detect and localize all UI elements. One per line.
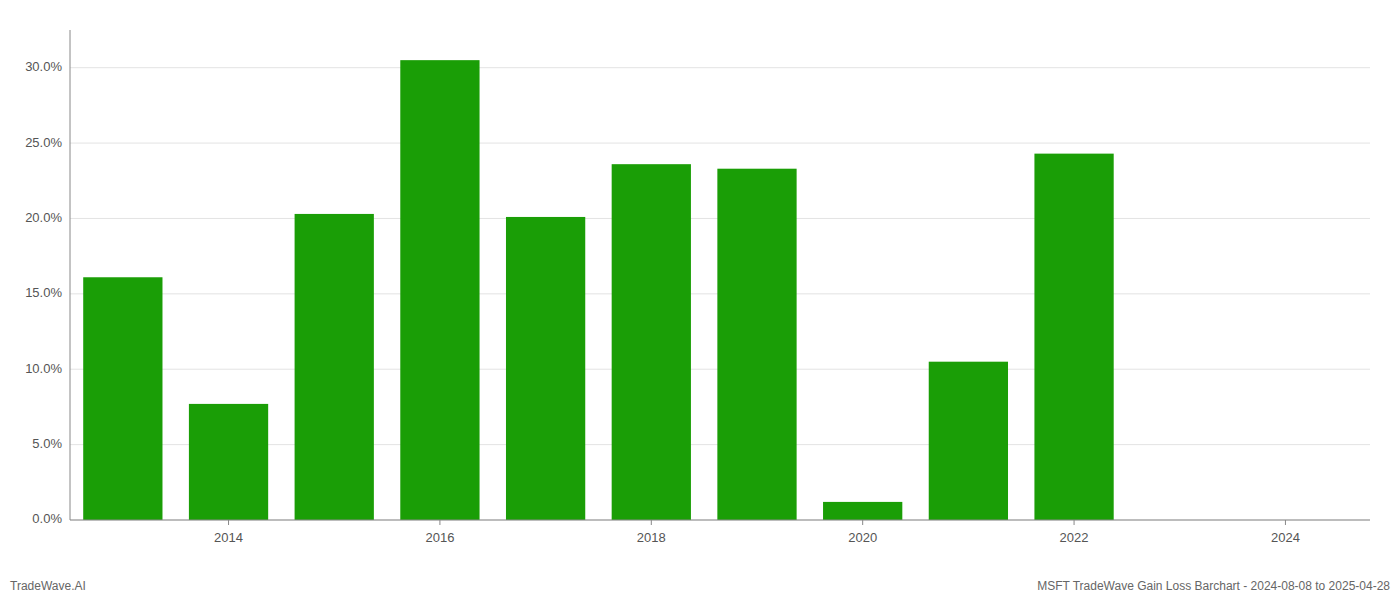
y-tick-label: 5.0% xyxy=(32,436,62,451)
y-tick-labels: 0.0% 5.0% 10.0% 15.0% 20.0% 25.0% 30.0% xyxy=(25,59,62,526)
y-tick-label: 10.0% xyxy=(25,361,62,376)
x-tick-label: 2018 xyxy=(637,530,666,545)
x-tick-mark xyxy=(862,520,863,525)
x-tick-mark xyxy=(439,520,440,525)
bars xyxy=(83,60,1113,520)
bar xyxy=(400,60,479,520)
y-tick-label: 25.0% xyxy=(25,135,62,150)
grid-line xyxy=(70,67,1370,68)
y-tick-label: 15.0% xyxy=(25,285,62,300)
grid-line xyxy=(70,143,1370,144)
chart-container: 0.0%5.0%10.0%15.0%20.0%25.0%30.0%2014201… xyxy=(0,0,1400,600)
y-tick-label: 30.0% xyxy=(25,59,62,74)
x-axis-line xyxy=(70,520,1370,521)
bar xyxy=(506,217,585,520)
footer-left: TradeWave.AI xyxy=(10,579,86,593)
y-tick-label: 20.0% xyxy=(25,210,62,225)
x-tick-label: 2024 xyxy=(1271,530,1300,545)
footer-right: MSFT TradeWave Gain Loss Barchart - 2024… xyxy=(1037,579,1390,593)
y-grid xyxy=(70,68,1370,520)
grid-line xyxy=(70,520,1370,521)
x-tick-mark xyxy=(228,520,229,525)
bar xyxy=(717,169,796,520)
y-axis-line xyxy=(70,30,71,520)
bar xyxy=(1034,154,1113,520)
bar xyxy=(929,362,1008,520)
bar xyxy=(295,214,374,520)
bar xyxy=(189,404,268,520)
x-tick-label: 2020 xyxy=(848,530,877,545)
y-tick-label: 0.0% xyxy=(32,511,62,526)
bar xyxy=(83,277,162,520)
x-tick-label: 2016 xyxy=(425,530,454,545)
x-tick-label: 2014 xyxy=(214,530,243,545)
x-tick-mark xyxy=(1285,520,1286,525)
bar xyxy=(823,502,902,520)
x-tick-label: 2022 xyxy=(1060,530,1089,545)
bar xyxy=(612,164,691,520)
x-ticks: 2014 2016 2018 2020 2022 2024 xyxy=(214,520,1300,545)
x-tick-mark xyxy=(1074,520,1075,525)
x-tick-mark xyxy=(651,520,652,525)
chart-svg: 0.0%5.0%10.0%15.0%20.0%25.0%30.0%2014201… xyxy=(0,0,1400,600)
